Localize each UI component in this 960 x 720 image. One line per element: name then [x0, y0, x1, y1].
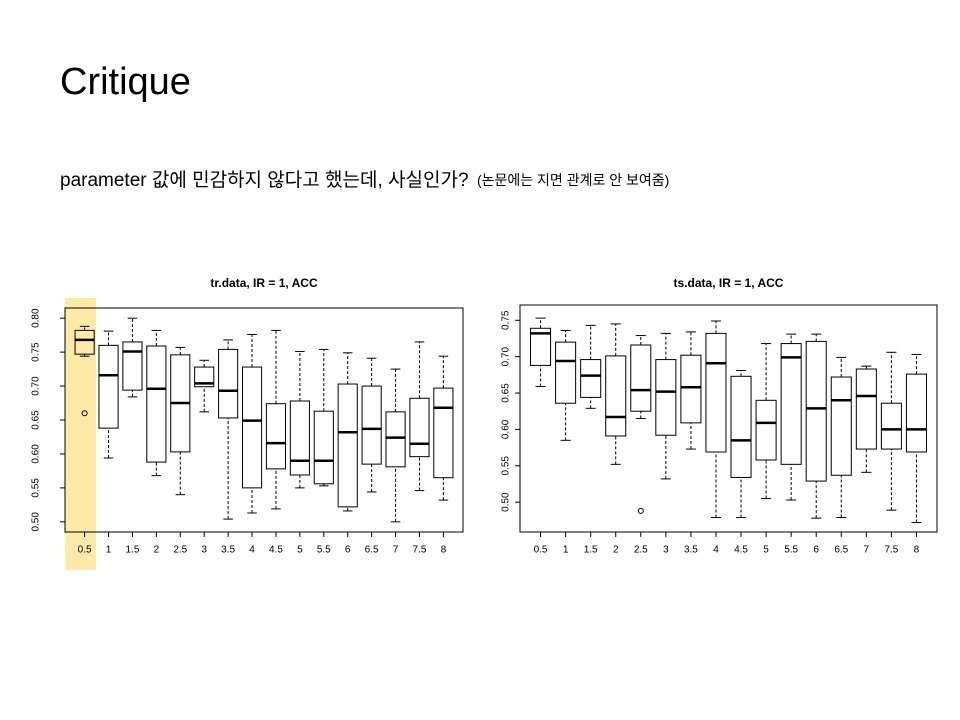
- x-tick-label: 8: [914, 545, 920, 556]
- x-tick-label: 6: [345, 545, 351, 556]
- x-tick-label: 7: [864, 545, 870, 556]
- x-tick-label: 5.5: [317, 545, 331, 556]
- box: [122, 341, 143, 391]
- y-tick-label: 0.50: [501, 492, 512, 512]
- box: [218, 348, 239, 419]
- box: [409, 397, 430, 458]
- y-tick-label: 0.75: [31, 342, 42, 362]
- box: [433, 387, 454, 479]
- highlight: [65, 298, 96, 570]
- y-tick-label: 0.55: [501, 456, 512, 476]
- x-tick-label: 5.5: [784, 545, 798, 556]
- note-text: (논문에는 지면 관계로 안 보여줌): [477, 172, 669, 188]
- x-tick-label: 4: [249, 545, 255, 556]
- y-tick-label: 0.70: [31, 376, 42, 396]
- y-tick-label: 0.60: [501, 419, 512, 439]
- x-tick-label: 4: [713, 545, 719, 556]
- x-tick-label: 2.5: [634, 545, 648, 556]
- x-tick-label: 7: [393, 545, 399, 556]
- y-tick-label: 0.65: [31, 410, 42, 430]
- box: [194, 366, 215, 388]
- box: [74, 329, 95, 355]
- box: [313, 410, 334, 485]
- box: [337, 383, 358, 508]
- x-tick-label: 4.5: [269, 545, 283, 556]
- box: [755, 399, 777, 461]
- box: [780, 343, 802, 465]
- box: [905, 373, 927, 453]
- slide-title: Critique: [60, 61, 191, 103]
- x-tick-label: 3.5: [221, 545, 235, 556]
- box: [855, 368, 877, 450]
- box: [555, 341, 577, 404]
- plot-frame: [519, 304, 938, 533]
- y-tick-label: 0.55: [31, 478, 42, 498]
- box: [385, 411, 406, 468]
- box: [361, 385, 382, 465]
- box: [605, 355, 627, 437]
- x-tick-label: 3: [663, 545, 669, 556]
- box: [241, 366, 263, 489]
- x-tick-label: 2: [613, 545, 619, 556]
- x-tick-label: 7.5: [413, 545, 427, 556]
- box: [98, 344, 119, 429]
- x-tick-label: 1: [106, 545, 112, 556]
- y-tick-label: 0.75: [501, 310, 512, 330]
- x-tick-label: 0.5: [78, 545, 92, 556]
- box: [265, 403, 287, 470]
- box: [146, 345, 167, 463]
- box: [580, 359, 602, 398]
- x-tick-label: 3.5: [684, 545, 698, 556]
- x-tick-label: 6.5: [834, 545, 848, 556]
- box: [630, 344, 652, 412]
- x-tick-label: 1.5: [125, 545, 139, 556]
- x-tick-label: 6: [813, 545, 819, 556]
- y-tick-label: 0.50: [31, 512, 42, 532]
- x-tick-label: 2: [154, 545, 160, 556]
- x-tick-label: 0.5: [534, 545, 548, 556]
- box: [880, 402, 902, 450]
- box: [289, 400, 310, 476]
- y-tick-label: 0.80: [31, 308, 42, 328]
- box: [805, 340, 827, 482]
- x-tick-label: 6.5: [365, 545, 379, 556]
- x-tick-label: 2.5: [173, 545, 187, 556]
- box: [530, 327, 552, 366]
- box: [705, 332, 727, 453]
- x-tick-label: 1: [563, 545, 569, 556]
- box: [655, 359, 677, 436]
- chart-title: ts.data, IR = 1, ACC: [674, 276, 784, 290]
- y-tick-label: 0.65: [501, 383, 512, 403]
- box: [730, 375, 752, 478]
- box: [680, 354, 702, 424]
- chart-title: tr.data, IR = 1, ACC: [210, 276, 318, 290]
- x-tick-label: 5: [763, 545, 769, 556]
- x-tick-label: 5: [297, 545, 303, 556]
- outlier: [81, 410, 88, 417]
- y-tick-label: 0.60: [31, 444, 42, 464]
- slide-text: parameter 값에 민감하지 않다고 했는데, 사실인가? (논문에는 지…: [60, 169, 669, 191]
- main-text: parameter 값에 민감하지 않다고 했는데, 사실인가?: [60, 169, 469, 191]
- x-tick-label: 3: [201, 545, 207, 556]
- outlier: [637, 507, 644, 514]
- y-tick-label: 0.70: [501, 346, 512, 366]
- x-tick-label: 4.5: [734, 545, 748, 556]
- x-tick-label: 1.5: [584, 545, 598, 556]
- x-tick-label: 7.5: [884, 545, 898, 556]
- box: [830, 376, 852, 476]
- x-tick-label: 8: [441, 545, 447, 556]
